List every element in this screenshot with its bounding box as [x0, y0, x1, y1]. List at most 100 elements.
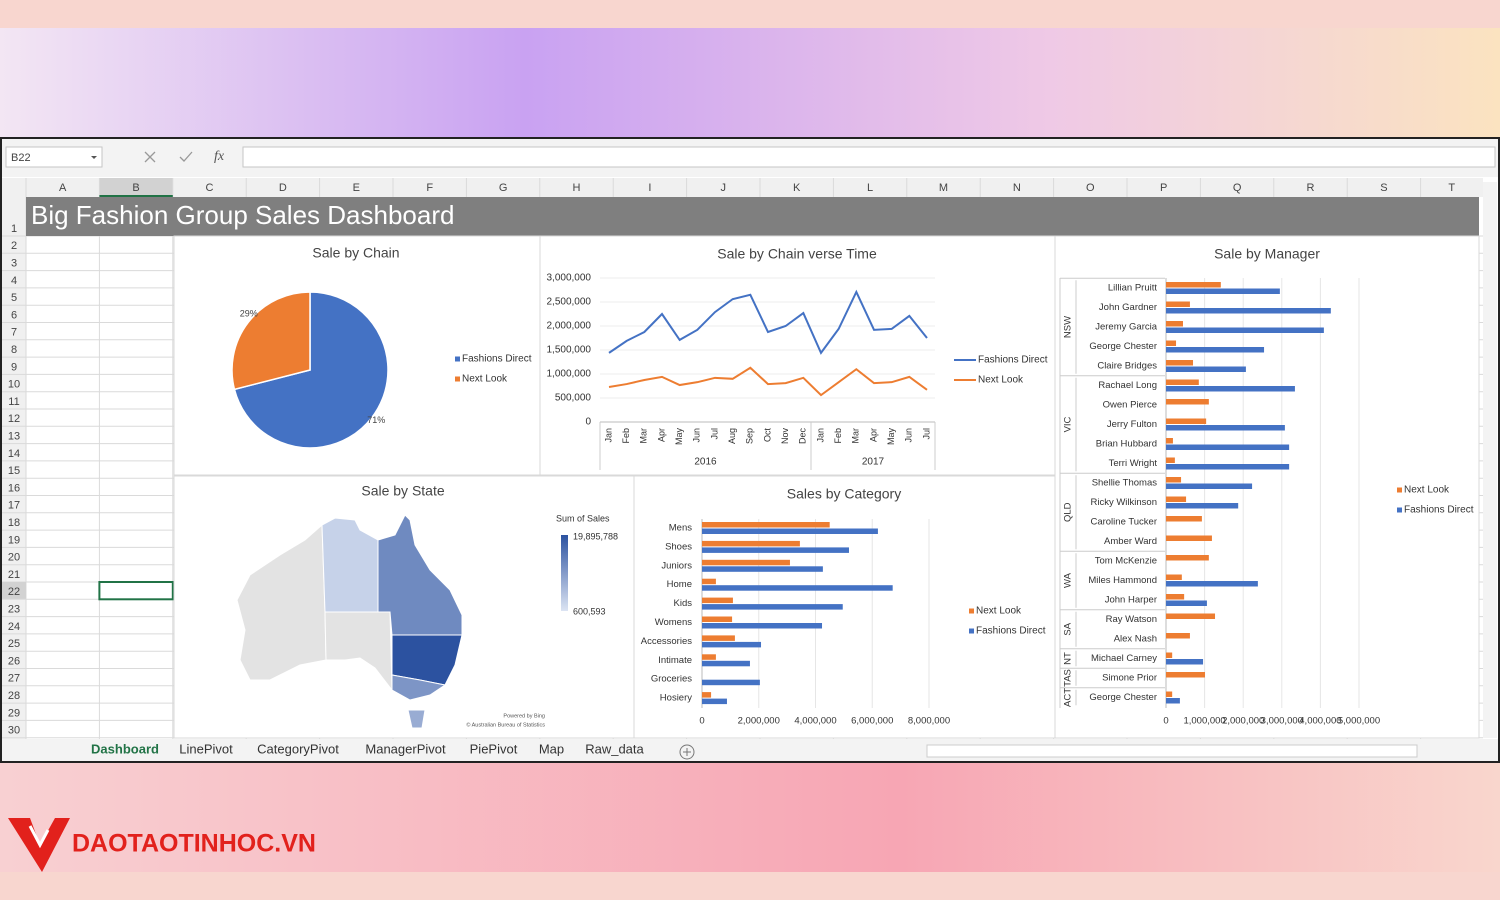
h-scrollbar[interactable] [926, 744, 1418, 758]
function-icon[interactable]: fx [214, 149, 225, 164]
add-sheet[interactable] [679, 744, 695, 760]
bar [702, 623, 823, 629]
legend-swatch [455, 376, 460, 382]
enter-icon[interactable] [179, 151, 193, 162]
x-tick-label: May [674, 428, 684, 446]
x-tick-label: 0 [699, 716, 704, 727]
row-header: 17 [8, 500, 20, 512]
sheet-tab[interactable]: PiePivot [470, 741, 518, 756]
category-label: Shoes [665, 541, 692, 552]
row-header: 27 [8, 673, 20, 685]
row-header: 25 [8, 638, 20, 650]
chart-title: Sale by Chain verse Time [717, 246, 877, 262]
category-label: Alex Nash [1114, 634, 1157, 645]
bar [1166, 321, 1183, 327]
x-tick-label: 2,000,000 [1222, 716, 1264, 727]
bar [702, 528, 878, 534]
row-header: 11 [8, 396, 19, 408]
category-label: Intimate [658, 655, 692, 666]
formula-input[interactable] [242, 146, 1496, 168]
category-label: Jerry Fulton [1107, 419, 1157, 430]
row-header: 20 [8, 552, 20, 564]
v-scrollbar[interactable] [1483, 182, 1497, 738]
sheet-tab[interactable]: ManagerPivot [365, 741, 446, 756]
sheet-tab[interactable]: Dashboard [91, 741, 159, 756]
row-header: 26 [8, 655, 20, 667]
name-box[interactable] [5, 146, 103, 168]
y-tick-label: 1,500,000 [547, 345, 592, 356]
column-header: J [721, 182, 727, 194]
sheet-tab[interactable]: Raw_data [585, 741, 644, 756]
bar [702, 559, 790, 566]
bar [1166, 301, 1190, 307]
bar [1166, 659, 1204, 665]
category-label: Womens [655, 617, 693, 628]
column-header: P [1160, 182, 1167, 194]
bar [1166, 444, 1290, 450]
bar [1166, 503, 1239, 509]
category-label: Brian Hubbard [1096, 439, 1157, 450]
row-header: 24 [8, 621, 20, 633]
row-header: 12 [8, 413, 20, 425]
bar [1166, 600, 1207, 606]
group-label: WA [1063, 572, 1074, 588]
x-tick-label: 0 [1163, 716, 1168, 727]
bar [702, 585, 893, 591]
name-box-text: B22 [11, 152, 31, 164]
bar [1166, 360, 1194, 366]
category-label: Accessories [641, 636, 692, 647]
group-label: QLD [1063, 502, 1074, 522]
x-tick-label: 5,000,000 [1338, 716, 1380, 727]
group-label: ACT [1063, 688, 1074, 707]
sheet-tab[interactable]: CategoryPivot [257, 741, 339, 756]
row-header: 6 [11, 309, 17, 321]
x-tick-label: Feb [621, 428, 631, 444]
map-region [324, 611, 393, 692]
column-header: M [939, 182, 948, 194]
bar [1166, 698, 1180, 704]
column-header: L [867, 182, 873, 194]
category-label: John Harper [1105, 595, 1157, 606]
sheet-tab[interactable]: LinePivot [179, 741, 233, 756]
legend-swatch [1397, 487, 1402, 493]
column-header: E [353, 182, 360, 194]
bar [1166, 477, 1182, 483]
column-header-bar [2, 178, 1483, 197]
year-label: 2016 [694, 457, 717, 468]
row-header: 4 [11, 275, 17, 287]
bar [1166, 308, 1331, 314]
add-sheet-plus [683, 748, 691, 756]
bar [1166, 672, 1205, 678]
cancel-icon[interactable] [144, 151, 156, 163]
selected-row-header [2, 582, 26, 600]
pie-slice [233, 291, 389, 449]
selected-cell [98, 581, 174, 601]
category-label: Shellie Thomas [1092, 478, 1158, 489]
x-tick-label: Mar [639, 428, 649, 444]
bar [702, 616, 733, 622]
legend-label: Next Look [978, 375, 1024, 386]
bar [1166, 438, 1173, 444]
row-header: 7 [11, 327, 17, 339]
x-tick-label: 6,000,000 [851, 716, 893, 727]
bar [702, 604, 843, 610]
x-tick-label: 3,000,000 [1261, 716, 1303, 727]
category-label: Kids [674, 598, 693, 609]
category-label: Mens [669, 523, 692, 534]
logo-mark-cut [28, 825, 50, 849]
column-header: C [206, 182, 214, 194]
category-label: Claire Bridges [1097, 361, 1157, 372]
legend-max: 19,895,788 [573, 531, 618, 541]
bar [1166, 386, 1295, 392]
sheet-tab[interactable]: Map [539, 741, 564, 756]
background-bottom [0, 762, 1500, 872]
bar [1166, 399, 1209, 405]
bar [1166, 581, 1258, 587]
x-tick-label: Mar [851, 428, 861, 444]
category-label: Lillian Pruitt [1108, 283, 1157, 294]
category-label: John Gardner [1099, 302, 1157, 313]
x-tick-label: Feb [833, 428, 843, 444]
line-series [608, 289, 928, 355]
bar [1166, 496, 1187, 502]
category-label: Terri Wright [1109, 458, 1158, 469]
